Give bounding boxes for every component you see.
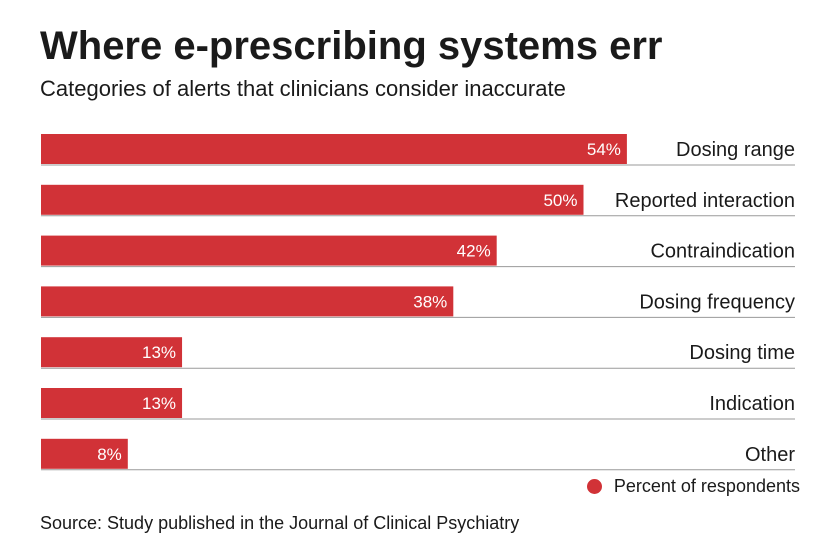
bar-value-label: 38% (413, 292, 447, 311)
category-label: Dosing frequency (639, 291, 795, 313)
bar (41, 438, 128, 469)
bar (41, 134, 627, 164)
legend-label: Percent of respondents (613, 476, 800, 496)
chart-subtitle: Categories of alerts that clinicians con… (40, 76, 566, 101)
bar (41, 337, 183, 368)
bar-value-label: 50% (543, 191, 577, 210)
category-label: Reported interaction (615, 190, 795, 212)
category-label: Indication (709, 393, 795, 415)
category-label: Dosing time (689, 342, 795, 364)
category-label: Contraindication (650, 241, 795, 263)
chart-title: Where e-prescribing systems err (40, 24, 663, 68)
bar-value-label: 54% (587, 140, 621, 159)
category-label: Dosing range (676, 139, 795, 161)
legend-swatch (586, 478, 602, 494)
bar (41, 184, 584, 215)
bar (41, 235, 497, 266)
bar-value-label: 42% (457, 242, 491, 261)
bar-value-label: 13% (142, 394, 176, 413)
bar (41, 388, 183, 418)
bar-value-label: 8% (97, 445, 122, 464)
chart-legend: Percent of respondents (586, 474, 800, 498)
bar-value-label: 13% (142, 343, 176, 362)
bar (41, 286, 454, 317)
category-label: Other (745, 444, 795, 466)
source-note: Source: Study published in the Journal o… (40, 513, 520, 533)
